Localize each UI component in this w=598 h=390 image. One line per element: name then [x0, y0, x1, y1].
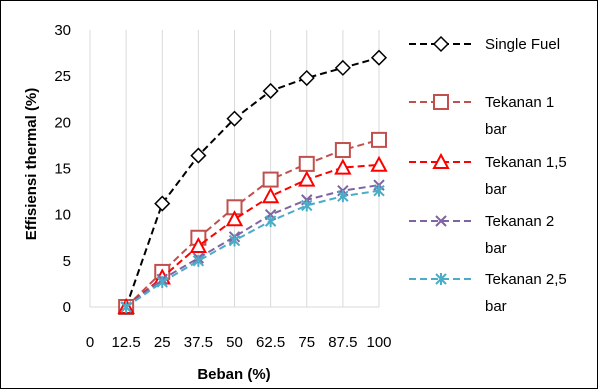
x-tick-label: 37.5: [184, 334, 213, 351]
x-tick-label: 75: [298, 334, 315, 351]
legend-item-3: Tekanan 2 bar: [409, 213, 554, 257]
series-4: [120, 184, 385, 313]
legend-label: bar: [485, 298, 507, 315]
data-point: [301, 199, 313, 212]
legend-label: Tekanan 1: [485, 94, 554, 111]
y-tick-label: 25: [54, 68, 71, 85]
data-point: [189, 236, 208, 254]
x-axis-title: Beban (%): [197, 366, 270, 383]
grid-lines: [89, 30, 380, 307]
y-tick-label: 0: [63, 299, 71, 316]
legend-label: Tekanan 2,5: [485, 271, 567, 288]
legend-label: bar: [485, 121, 507, 138]
x-tick-label: 100: [366, 334, 391, 351]
data-point: [298, 170, 316, 187]
y-tick-label: 10: [54, 207, 71, 224]
y-tick-label: 15: [54, 161, 71, 178]
y-tick-label: 30: [54, 22, 71, 39]
data-point: [298, 155, 315, 172]
data-point: [261, 187, 280, 204]
data-point: [373, 184, 385, 197]
y-tick-label: 20: [54, 114, 71, 131]
data-point: [298, 69, 315, 87]
marker-stroke: [435, 215, 447, 227]
legend-item-1: Tekanan 1 bar: [409, 94, 554, 138]
data-point: [226, 110, 243, 127]
data-point: [334, 59, 351, 76]
data-point: [370, 155, 388, 172]
data-point: [225, 210, 244, 227]
x-tick-label: 62.5: [256, 334, 285, 351]
legend-marker: [432, 35, 450, 53]
data-point: [262, 82, 279, 100]
x-tick-label: 0: [86, 334, 94, 351]
series-1: [118, 131, 387, 315]
series-group: [117, 49, 388, 316]
data-point: [120, 301, 132, 313]
legend-item-2: Tekanan 1,5 bar: [409, 152, 567, 198]
series-line: [125, 163, 380, 308]
data-point: [337, 190, 349, 203]
legend-label: Single Fuel: [485, 36, 560, 53]
legend-label: bar: [485, 181, 507, 198]
data-point: [192, 254, 205, 267]
data-point: [264, 215, 277, 228]
data-point: [154, 195, 171, 212]
x-tick-label: 25: [154, 334, 171, 351]
legend-marker: [435, 273, 447, 285]
legend-label: Tekanan 2: [485, 213, 554, 230]
y-axis-title: Effisiensi thermal (%): [23, 88, 40, 241]
legend-marker: [432, 152, 450, 169]
legend-marker: [435, 215, 447, 227]
data-point: [156, 276, 168, 289]
data-point: [190, 147, 207, 164]
data-point: [228, 234, 241, 247]
data-point: [334, 142, 351, 159]
legend-marker: [433, 94, 449, 110]
axes: 0 5 10 15 20 25 30 0 12.5 25 37.5 50 62.5 75 87.5 100: [54, 22, 391, 351]
data-point: [370, 49, 388, 66]
legend-label: Tekanan 1,5: [485, 154, 567, 171]
y-tick-label: 5: [63, 253, 71, 270]
data-point: [262, 171, 279, 188]
data-point: [371, 131, 387, 148]
x-tick-label: 50: [226, 334, 243, 351]
series-2: [117, 155, 388, 314]
x-tick-label: 12.5: [112, 334, 141, 351]
data-point: [334, 158, 352, 175]
legend-label: bar: [485, 240, 507, 257]
legend-item-4: Tekanan 2,5 bar: [409, 271, 567, 315]
x-tick-label: 87.5: [328, 334, 357, 351]
legend-item-0: Single Fuel: [409, 35, 560, 53]
series-line: [125, 189, 380, 308]
